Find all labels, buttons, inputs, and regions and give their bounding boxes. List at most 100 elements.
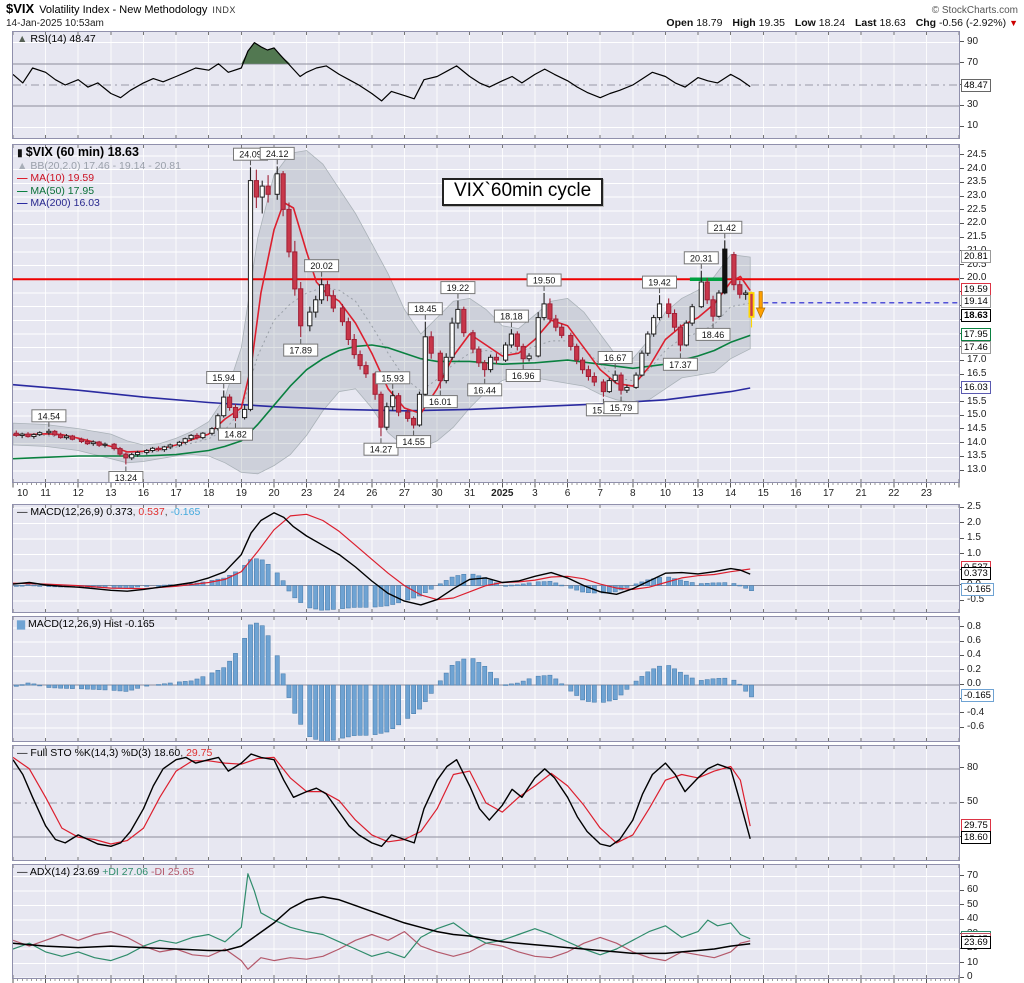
rsi-panel: ▲ RSI(14) 48.47 907050301048.47 [12,31,1024,139]
legend-segment: MACD(12,26,9) [30,506,107,518]
candle-body [514,333,520,347]
axis-tick [960,401,964,403]
legend-segment: +DI 27.06 [102,866,151,878]
candle-body [242,408,248,419]
axis-tick [960,712,964,714]
price-callout: 13.24 [108,471,144,482]
cycle-annotation-note[interactable]: VIX`60min cycle [441,177,604,206]
series-pdi [13,873,751,962]
candle-body [526,355,532,360]
candle-body [25,433,31,438]
axis-tick-label: 10 [967,956,979,968]
edge-ticks [13,32,959,138]
axis-tick-label: 90 [967,35,979,47]
axis-tick [960,918,964,920]
svg-text:17.89: 17.89 [289,346,312,356]
legend-segment: — [17,184,31,197]
price-panel: ▮ $VIX (60 min) 18.63 ▲ BB(20,2.0) 17.46 … [12,144,1024,483]
axis-tick [960,669,964,671]
candle-body [689,306,695,324]
axis-tick-label: 15.0 [967,409,987,421]
axis-tick-label: 20.0 [967,272,987,284]
macd-hist-legend: ▆ MACD(12,26,9) Hist -0.165 [17,618,155,631]
candle-body [345,321,351,340]
macd-plot: — MACD(12,26,9) 0.373, 0.537, -0.165 [12,504,960,613]
axis-tick-label: 16.5 [967,368,987,380]
candle-body [656,303,663,319]
legend-segment: $VIX (60 min) 18.63 [25,145,139,159]
axis-tick [960,277,964,279]
strip-2-svg: 1011121316171819202324262730312025367810… [12,979,960,983]
candle-body [19,433,25,437]
candle-body [580,359,586,371]
date-ticks [12,979,960,983]
axis-value-box: 19.14 [961,295,991,309]
candle-body [227,396,233,409]
axis-tick-label: 40 [967,913,979,925]
candle-body [743,292,749,295]
axis-tick [960,168,964,170]
open-label: Open [666,17,694,29]
candle-body [503,344,509,361]
axis-value-box: 20.81 [961,249,991,263]
svg-text:14.82: 14.82 [224,430,247,440]
candle-body [666,303,672,314]
candle-body [200,432,206,439]
axis-tick-label: 24.5 [967,148,987,160]
horizontal-gridlines [13,42,959,128]
axis-tick [960,599,964,601]
stochastics-panel: — Full STO %K(14,3) %D(3) 18.60, 29.75 8… [12,745,1024,861]
macd-histogram-bars [13,622,754,741]
candle-body [167,444,173,448]
axis-tick-label: -0.6 [967,721,985,733]
date-label: 13 [105,488,117,499]
datetime-label: 14-Jan-2025 10:53am [6,18,104,29]
legend-segment: 0.373 [106,506,133,518]
edge-ticks [13,865,959,978]
legend-segment: -DI 25.65 [150,866,195,878]
price-callout: 24.12 [259,146,295,160]
candle-body [716,292,722,317]
last-value: 18.63 [879,17,906,29]
candle-body [606,380,612,393]
macd-legend: — MACD(12,26,9) 0.373, 0.537, -0.165 [17,506,200,519]
candle-body [378,393,384,428]
date-label: 10 [660,488,672,499]
axis-value-box: 19.59 [961,282,991,296]
date-label: 11 [40,488,51,499]
adx-yaxis: 70605040302010027.0625.6523.69 [960,864,1022,982]
axis-value-box: 18.63 [961,309,991,323]
date-label: 16 [138,488,150,499]
svg-text:17.37: 17.37 [669,360,692,370]
vertical-gridlines [45,617,927,741]
legend-segment: , [132,506,139,518]
candle-body [313,299,319,313]
axis-tick-label: 0.0 [967,678,981,690]
series-ma50 [13,334,751,460]
axis-tick-label: 24.0 [967,162,987,174]
svg-text:15.94: 15.94 [212,373,235,383]
candle-body [188,434,194,440]
chg-dropdown-arrow-icon[interactable]: ▼ [1009,18,1018,28]
candle-body [324,284,331,297]
high-label: High [732,17,756,29]
price-legend: ▮ $VIX (60 min) 18.63 ▲ BB(20,2.0) 17.46 … [17,146,181,210]
axis-value-box: -0.165 [961,583,994,597]
legend-segment: — [17,172,31,184]
series-pctK [13,753,751,847]
axis-tick-label: 2.5 [967,501,981,513]
axis-tick [960,359,964,361]
price-callout: 17.37 [662,357,698,371]
date-label: 27 [399,488,411,499]
adx-legend: — ADX(14) 23.69 +DI 27.06 -DI 25.65 [17,866,194,879]
axis-tick [960,801,964,803]
quote-line: Open 18.79 High 19.35 Low 18.24 Last 18.… [659,17,1018,30]
candle-body [319,284,325,301]
svg-text:15.93: 15.93 [381,373,404,383]
axis-tick-label: 0.6 [967,635,981,647]
axis-tick [960,442,964,444]
axis-tick [960,414,964,416]
candle-body [591,376,597,383]
candle-body [215,415,221,430]
series-adx [13,896,751,955]
